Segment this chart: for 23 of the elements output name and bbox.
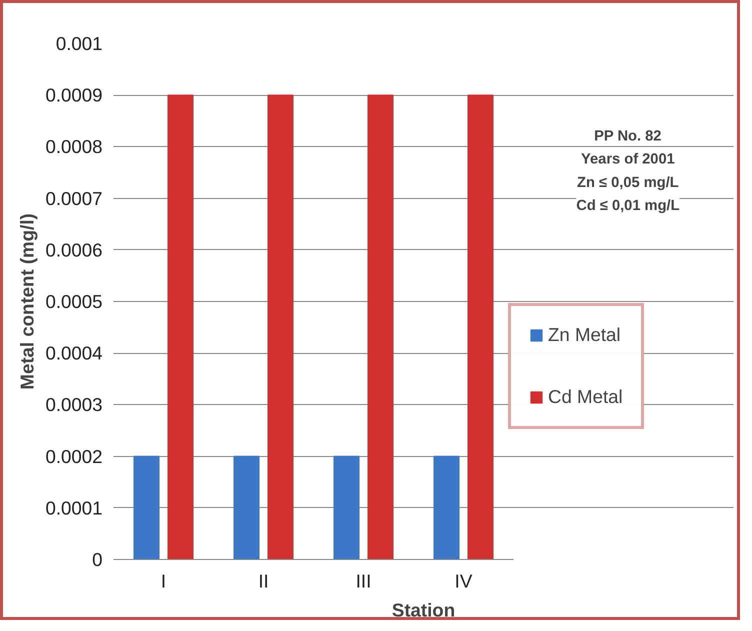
y-tick-label: 0.0004 bbox=[45, 342, 102, 364]
y-tick-label: 0.0007 bbox=[45, 188, 102, 209]
x-tick-label: III bbox=[356, 570, 372, 592]
y-tick-label: 0.0009 bbox=[45, 84, 102, 106]
text: Zn ≤ 0,05 mg/L bbox=[577, 174, 679, 191]
y-tick-label: 0.0008 bbox=[45, 136, 102, 158]
y-tick-label: 0.0006 bbox=[45, 239, 102, 260]
legend-label: Cd Metal bbox=[548, 386, 623, 408]
y-axis-title: Metal content (mg/l) bbox=[16, 213, 38, 390]
y-tick-label: 0.0002 bbox=[45, 446, 102, 467]
y-tick-label: 0 bbox=[92, 549, 103, 570]
x-tick-label: I bbox=[160, 570, 166, 592]
y-tick-label: 0.0001 bbox=[45, 497, 102, 518]
text: Cd ≤ 0,01 mg/L bbox=[576, 198, 680, 214]
text: Years of 2001 bbox=[581, 152, 675, 168]
x-tick-label: IV bbox=[454, 570, 473, 592]
y-tick-label: 0.001 bbox=[56, 33, 102, 54]
text: PP No. 82 bbox=[594, 128, 662, 144]
y-tick-label: 0.0005 bbox=[45, 291, 102, 312]
x-axis-title: Station bbox=[392, 600, 456, 620]
y-tick-label: 0.0003 bbox=[45, 394, 102, 416]
legend-label: Zn Metal bbox=[548, 324, 621, 346]
x-tick-label: II bbox=[258, 570, 269, 592]
